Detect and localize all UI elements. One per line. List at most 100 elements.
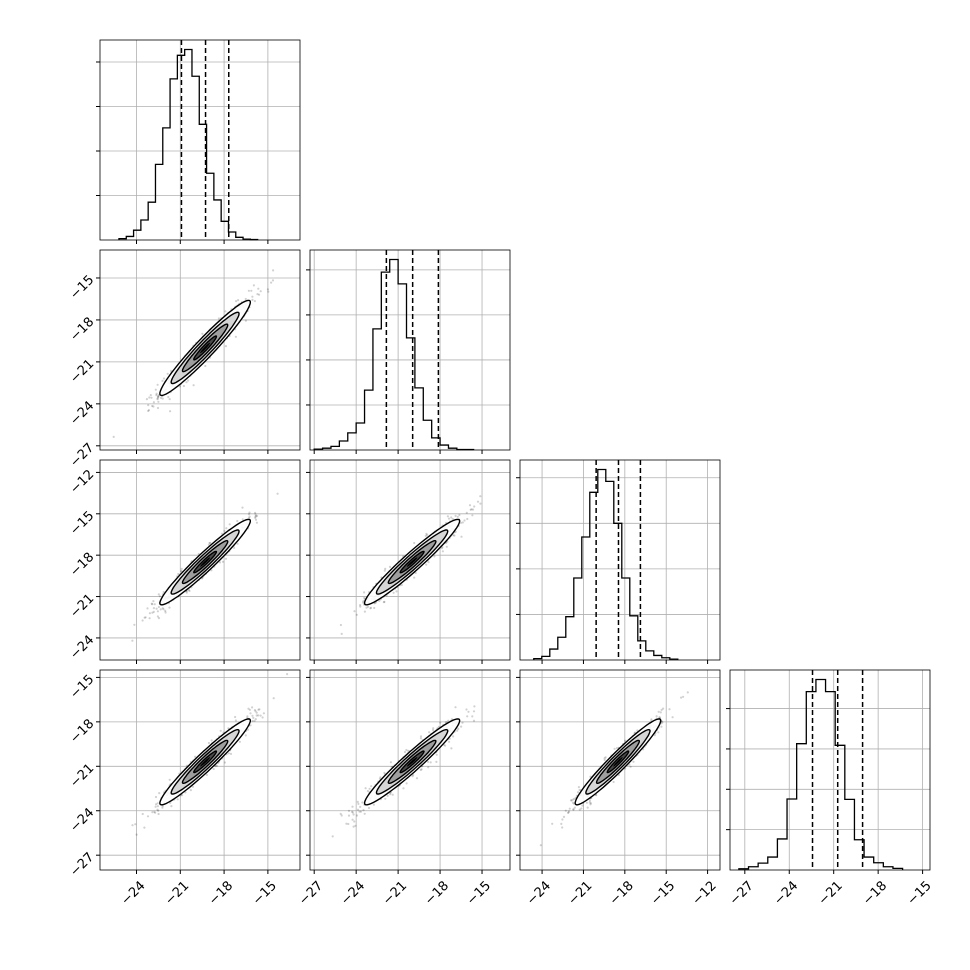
- sample-point: [682, 695, 685, 698]
- histogram-step-line: [118, 48, 259, 241]
- sample-point: [413, 541, 416, 545]
- sample-point: [151, 611, 154, 614]
- sample-point: [564, 809, 567, 812]
- sample-point: [339, 812, 342, 816]
- sample-point: [386, 794, 389, 798]
- sample-point: [225, 527, 228, 530]
- sample-point: [426, 533, 429, 536]
- sample-point: [471, 514, 474, 517]
- sample-point: [364, 787, 367, 790]
- x-tick-label: −21: [380, 878, 410, 908]
- sample-point: [391, 793, 394, 796]
- sample-point: [384, 797, 387, 800]
- sample-point: [383, 569, 386, 572]
- sample-point: [207, 741, 210, 745]
- sample-point: [361, 601, 365, 604]
- sample-point: [446, 515, 449, 518]
- sample-point: [157, 605, 160, 609]
- contour-line: [399, 750, 425, 774]
- sample-point: [161, 379, 164, 382]
- sample-point: [180, 570, 183, 573]
- sample-point: [472, 710, 476, 713]
- sample-point: [454, 514, 457, 518]
- sample-point: [347, 809, 351, 813]
- sample-point: [668, 708, 671, 711]
- sample-point: [560, 822, 563, 826]
- sample-point: [658, 716, 661, 719]
- sample-point: [169, 410, 172, 413]
- sample-point: [162, 377, 166, 380]
- y-tick-label: −27: [67, 850, 97, 880]
- sample-point: [154, 795, 158, 799]
- sample-point: [580, 807, 583, 810]
- sample-point: [345, 822, 348, 825]
- sample-point: [143, 826, 146, 829]
- sample-point: [221, 560, 225, 563]
- x-tick-label: −18: [607, 878, 637, 908]
- density-peak: [406, 757, 418, 767]
- sample-point: [457, 727, 460, 731]
- sample-point: [366, 789, 369, 793]
- sample-point: [365, 606, 368, 609]
- sample-point: [156, 808, 159, 811]
- sample-point: [266, 288, 269, 291]
- sample-point: [403, 750, 407, 754]
- sample-point: [155, 607, 158, 610]
- sample-point: [234, 719, 237, 722]
- y-tick-label: −18: [67, 315, 97, 345]
- sample-point: [419, 735, 423, 738]
- axes-frame: [99, 669, 301, 871]
- sample-point: [378, 599, 381, 603]
- y-tick-label: −15: [67, 273, 97, 303]
- sample-point: [187, 588, 190, 592]
- sample-point: [569, 799, 573, 802]
- sample-point: [253, 709, 256, 712]
- sample-point: [454, 706, 457, 709]
- contour-line: [375, 529, 449, 595]
- sample-point: [209, 541, 212, 545]
- sample-point: [402, 787, 405, 790]
- sample-point: [581, 804, 584, 807]
- sample-point: [148, 396, 151, 399]
- sample-point: [465, 511, 468, 514]
- contour-line: [193, 750, 218, 774]
- sample-point: [657, 731, 660, 734]
- sample-point: [250, 289, 253, 292]
- sample-point: [259, 290, 262, 293]
- sample-point: [131, 639, 134, 642]
- sample-point: [267, 290, 270, 293]
- sample-point: [363, 610, 366, 613]
- histogram-panel-3: [726, 669, 931, 871]
- y-tick-label: −27: [67, 441, 97, 471]
- sample-point: [147, 409, 150, 413]
- sample-point: [208, 541, 211, 545]
- sample-point: [168, 606, 171, 609]
- sample-point: [351, 818, 354, 821]
- sample-point: [588, 799, 592, 802]
- sample-point: [379, 776, 382, 779]
- sample-point: [150, 602, 153, 605]
- sample-point: [276, 492, 279, 495]
- scatter-panel-1-3: [309, 669, 511, 871]
- sample-point: [156, 406, 160, 410]
- sample-point: [400, 583, 403, 587]
- x-tick-label: −15: [250, 878, 280, 908]
- sample-point: [153, 810, 156, 814]
- sample-point: [362, 809, 365, 812]
- sample-point: [357, 802, 360, 806]
- sample-point: [352, 813, 355, 816]
- sample-point: [157, 812, 160, 816]
- sample-point: [236, 542, 239, 545]
- sample-point: [156, 805, 159, 808]
- sample-point: [671, 716, 674, 719]
- sample-point: [435, 753, 438, 756]
- sample-point: [359, 805, 362, 809]
- axes-frame: [729, 669, 931, 871]
- contour-line: [170, 529, 240, 595]
- sample-point: [247, 289, 250, 292]
- sample-point: [653, 734, 656, 737]
- sample-point: [572, 808, 575, 811]
- y-tick-label: −15: [67, 672, 97, 702]
- sample-point: [453, 534, 456, 537]
- sample-point: [210, 569, 213, 572]
